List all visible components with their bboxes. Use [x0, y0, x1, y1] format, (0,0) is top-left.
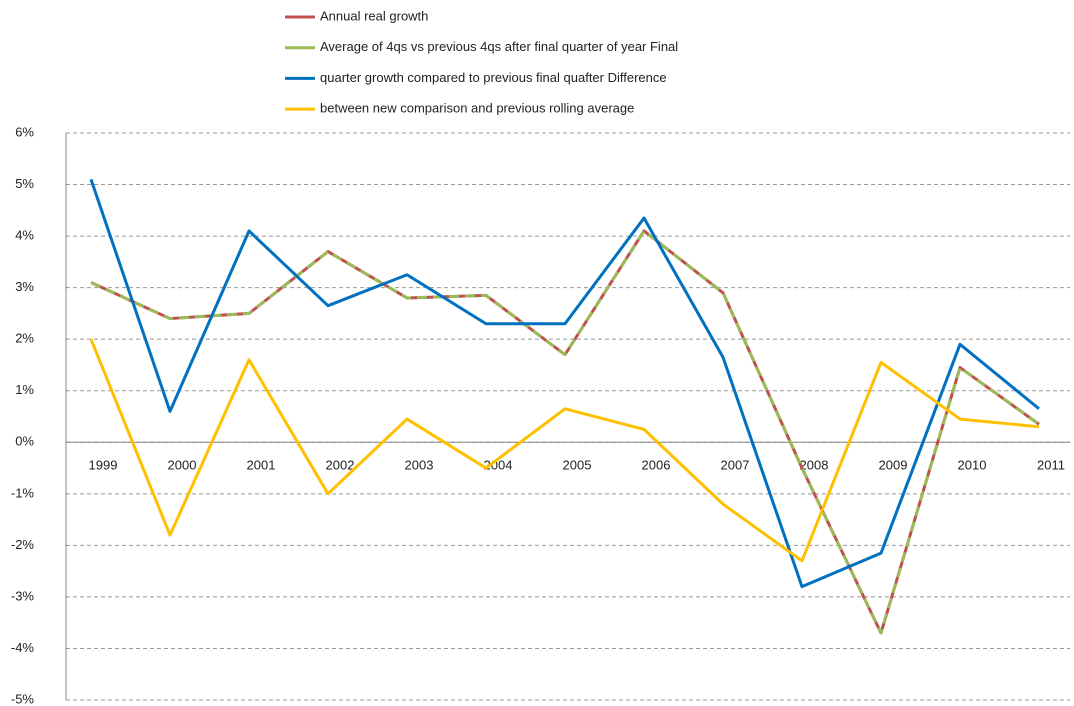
x-tick-label: 2009: [879, 458, 908, 473]
series-line: [89, 338, 1040, 563]
y-tick-label: 3%: [15, 279, 34, 294]
series-line: [89, 178, 1040, 589]
x-tick-label: 1999: [89, 458, 118, 473]
y-tick-label: 1%: [15, 382, 34, 397]
y-tick-label: -3%: [11, 588, 35, 603]
series-line: [90, 229, 1040, 635]
y-tick-label: 2%: [15, 331, 34, 346]
legend-label: Annual real growth: [320, 8, 428, 23]
y-tick-label: -4%: [11, 640, 35, 655]
y-tick-label: -2%: [11, 537, 35, 552]
y-tick-label: 0%: [15, 434, 34, 449]
y-tick-label: 5%: [15, 176, 34, 191]
x-tick-label: 2008: [800, 458, 829, 473]
legend-label: Average of 4qs vs previous 4qs after fin…: [320, 39, 678, 54]
y-tick-label: 4%: [15, 228, 34, 243]
x-tick-label: 2005: [563, 458, 592, 473]
y-tick-label: 6%: [15, 124, 34, 139]
x-tick-label: 2000: [168, 458, 197, 473]
x-tick-label: 2007: [721, 458, 750, 473]
series-line: [90, 229, 1040, 635]
x-tick-label: 2004: [484, 458, 513, 473]
y-tick-label: -5%: [11, 691, 35, 706]
x-tick-label: 2011: [1037, 458, 1065, 473]
y-tick-label: -1%: [11, 485, 35, 500]
x-tick-label: 2002: [326, 458, 355, 473]
x-tick-label: 2003: [405, 458, 434, 473]
legend-label: between new comparison and previous roll…: [320, 101, 634, 116]
x-tick-label: 2006: [642, 458, 671, 473]
x-tick-label: 2001: [247, 458, 276, 473]
legend-label: quarter growth compared to previous fina…: [320, 70, 667, 85]
x-tick-label: 2010: [958, 458, 987, 473]
